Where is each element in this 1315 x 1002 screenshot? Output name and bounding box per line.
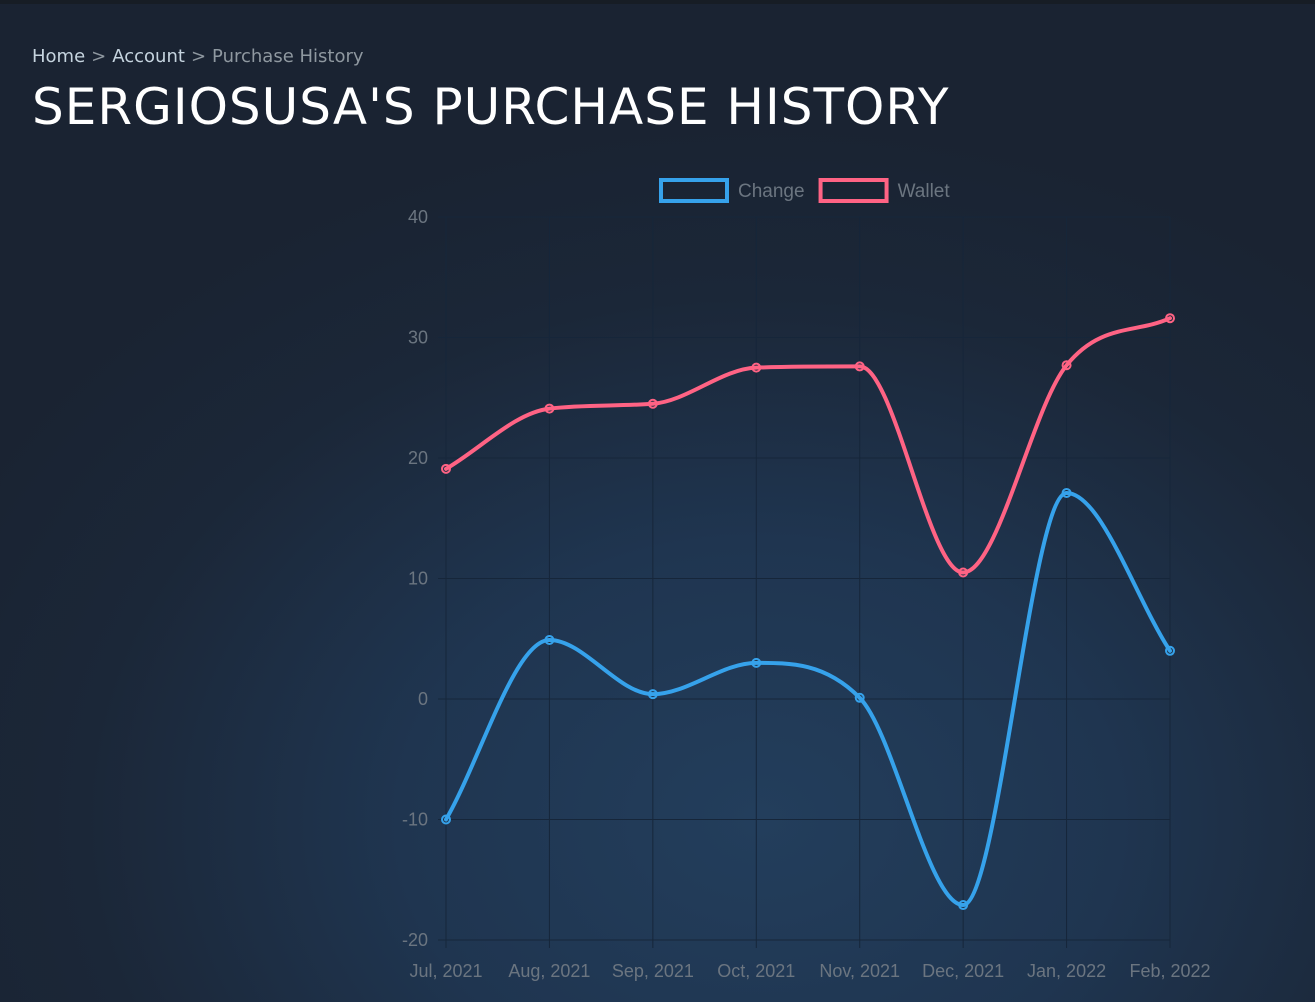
y-tick-label: 20 [408,448,428,468]
x-tick-label: Dec, 2021 [922,961,1004,981]
x-tick-label: Feb, 2022 [1129,961,1210,981]
breadcrumb-current: Purchase History [212,46,364,67]
breadcrumb-separator: > [91,46,107,67]
y-tick-label: 0 [418,689,428,709]
x-tick-label: Aug, 2021 [508,961,590,981]
legend-label-change: Change [738,181,805,202]
x-tick-label: Sep, 2021 [612,961,694,981]
breadcrumb-home-link[interactable]: Home [32,46,86,67]
data-point-wallet [544,403,555,414]
x-tick-label: Jan, 2022 [1027,961,1106,981]
data-point-wallet [958,567,969,578]
data-point-wallet [441,463,451,474]
series-line-change [444,490,1172,908]
chart-series [441,313,1175,911]
y-tick-label: -20 [402,930,428,950]
legend-swatch-change [659,178,729,203]
series-line-wallet [444,316,1172,575]
data-point-change [1165,645,1175,656]
x-tick-label: Nov, 2021 [819,961,900,981]
page-title: SERGIOSUSA'S PURCHASE HISTORY [32,78,950,136]
data-point-wallet [1061,360,1072,371]
data-point-change [958,900,969,911]
top-bar [0,0,1315,4]
data-point-change [647,689,658,700]
data-point-change [441,814,451,825]
data-point-change [544,634,555,645]
data-point-change [854,692,865,703]
data-point-wallet [1165,313,1175,324]
y-tick-label: 10 [408,569,428,589]
chart-grid [438,216,1171,948]
data-point-wallet [647,398,658,409]
y-tick-label: 40 [408,207,428,227]
data-point-change [751,657,762,668]
y-tick-label: 30 [408,328,428,348]
breadcrumb: Home > Account > Purchase History [32,46,364,67]
legend-label-wallet: Wallet [898,181,951,202]
x-axis: Jul, 2021 Aug, 2021 Sep, 2021 Oct, 2021 Nov,… [409,961,1210,981]
legend-swatch-wallet [818,178,889,203]
y-axis: 40 30 20 10 0 -10 -20 [402,207,428,950]
y-tick-label: -10 [402,810,428,830]
breadcrumb-account-link[interactable]: Account [112,46,185,67]
data-point-wallet [854,361,865,372]
data-point-change [1061,487,1072,498]
x-tick-label: Oct, 2021 [717,961,795,981]
data-point-wallet [751,362,762,373]
breadcrumb-separator: > [190,46,207,67]
chart-legend: Change Wallet [659,178,951,203]
x-tick-label: Jul, 2021 [409,961,482,981]
